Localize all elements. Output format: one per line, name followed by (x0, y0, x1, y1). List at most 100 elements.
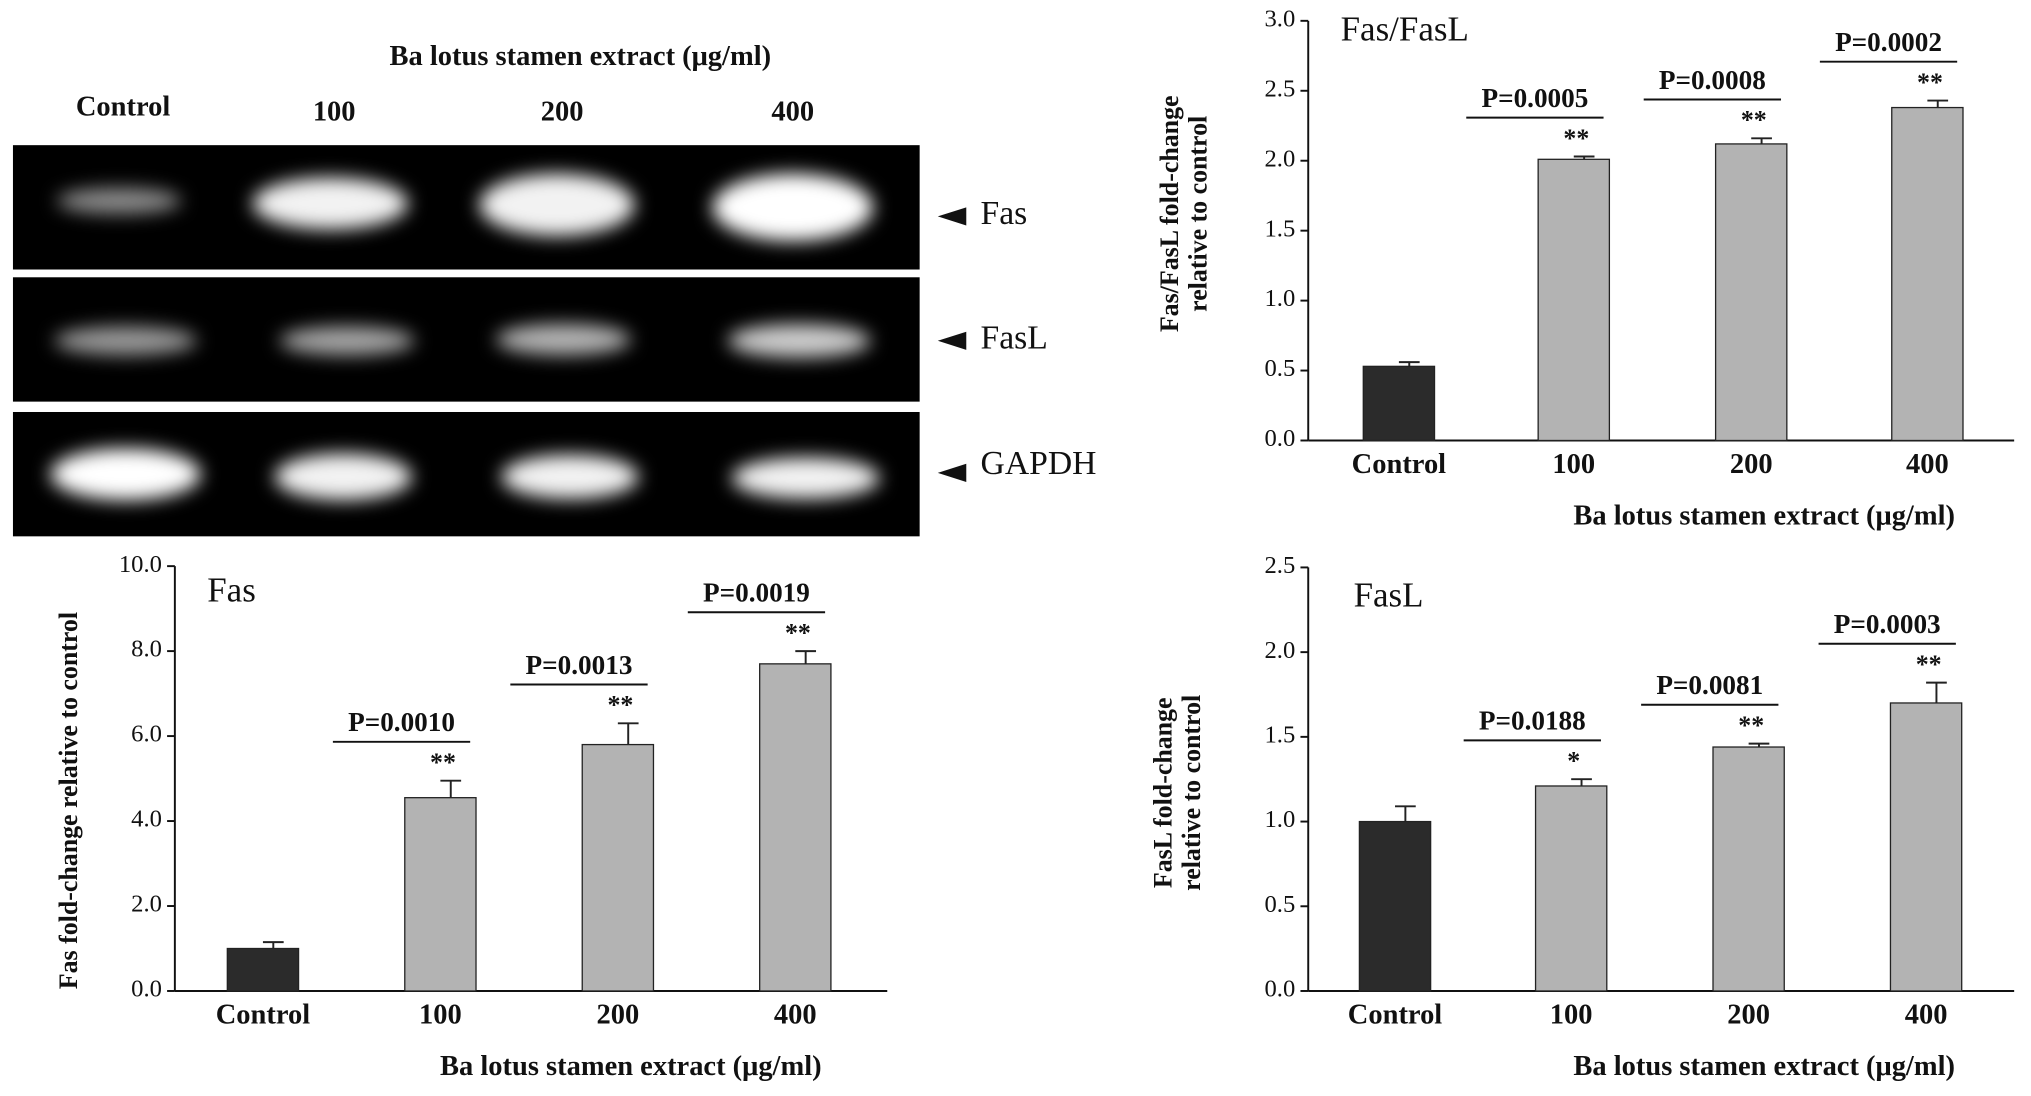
x-axis-label: Ba lotus stamen extract (μg/ml) (1573, 1051, 1955, 1082)
x-tick-label: Control (1352, 449, 1447, 480)
x-axis-label: Ba lotus stamen extract (μg/ml) (440, 1051, 822, 1082)
band-label: Fas (981, 195, 1028, 232)
y-axis-label: relative to control (1177, 695, 1206, 891)
y-tick-label: 6.0 (131, 721, 162, 748)
bar (226, 947, 300, 992)
significance: ** (1738, 711, 1764, 740)
lane-label: 400 (771, 97, 814, 128)
bar (1889, 702, 1963, 992)
p-value: P=0.0010 (348, 707, 455, 737)
x-tick-label: 100 (1550, 999, 1593, 1030)
y-tick-label: 3.0 (1265, 5, 1296, 32)
chart-title: Fas/FasL (1341, 10, 1469, 49)
bar (1891, 106, 1964, 442)
band (54, 326, 197, 356)
band-label: FasL (981, 319, 1048, 356)
p-value: P=0.0188 (1479, 706, 1586, 736)
arrowhead (937, 207, 967, 226)
band (252, 177, 409, 230)
y-tick-label: 4.0 (131, 806, 162, 833)
y-tick-label: 1.5 (1265, 721, 1296, 748)
significance: ** (1741, 106, 1767, 135)
band (479, 173, 635, 236)
bar (759, 663, 832, 992)
x-tick-label: 200 (1730, 449, 1773, 480)
band (496, 323, 631, 356)
y-tick-label: 1.0 (1265, 285, 1296, 312)
significance: ** (1917, 68, 1943, 97)
x-tick-label: 400 (1905, 999, 1948, 1030)
y-tick-label: 2.0 (1265, 145, 1296, 172)
bar (1362, 365, 1436, 442)
x-tick-label: Control (216, 999, 311, 1030)
x-tick-label: 100 (419, 999, 462, 1030)
p-value: P=0.0002 (1835, 27, 1942, 57)
y-tick-label: 2.0 (1265, 637, 1296, 664)
band (274, 453, 412, 501)
y-axis-label: Fas/FasL fold-change (1155, 95, 1184, 332)
x-tick-label: 200 (596, 999, 639, 1030)
bar-chart: FasL FasL fold-change relative to control B… (1149, 552, 2015, 1082)
y-tick-label: 0.5 (1265, 891, 1296, 918)
p-value: P=0.0005 (1481, 83, 1588, 113)
band (50, 448, 201, 501)
arrowhead (937, 331, 967, 350)
bar (404, 797, 477, 992)
band (501, 454, 639, 499)
y-axis-label: FasL fold-change (1149, 698, 1178, 889)
y-tick-label: 0.0 (1265, 976, 1296, 1003)
significance: ** (1563, 124, 1589, 153)
bar (1714, 143, 1788, 442)
lane-label: 200 (541, 97, 584, 128)
gel-title: Ba lotus stamen extract (μg/ml) (389, 41, 771, 72)
significance: ** (785, 618, 811, 647)
y-tick-label: 0.0 (1265, 425, 1296, 452)
gel-image: Ba lotus stamen extract (μg/ml) Control … (12, 41, 1097, 537)
band (712, 173, 874, 242)
y-tick-label: 0.5 (1265, 355, 1296, 382)
p-value: P=0.0019 (703, 578, 810, 608)
x-tick-label: Control (1348, 999, 1443, 1030)
y-tick-label: 10.0 (119, 551, 162, 578)
lane-label: 100 (313, 97, 356, 128)
y-tick-label: 2.0 (131, 891, 162, 918)
significance: ** (607, 691, 633, 720)
y-tick-label: 8.0 (131, 636, 162, 663)
bar (1537, 158, 1611, 442)
x-tick-label: 400 (774, 999, 817, 1030)
p-value: P=0.0013 (526, 650, 633, 680)
bands (50, 173, 880, 501)
significance: ** (1916, 650, 1942, 679)
y-axis-label: relative to control (1184, 116, 1213, 312)
y-tick-label: 1.0 (1265, 806, 1296, 833)
band (727, 323, 871, 358)
y-axis-label: Fas fold-change relative to control (54, 612, 83, 989)
significance: * (1567, 747, 1580, 776)
band-label: GAPDH (981, 445, 1097, 482)
bar-chart: Fas/FasL Fas/FasL fold-change relative to … (1155, 5, 2015, 532)
x-tick-label: 200 (1727, 999, 1770, 1030)
arrowhead (937, 463, 967, 482)
p-value: P=0.0003 (1834, 609, 1941, 639)
bar-chart: Fas Fas fold-change relative to control Ba… (54, 551, 888, 1082)
x-axis-label: Ba lotus stamen extract (μg/ml) (1573, 501, 1955, 532)
lane-label: Control (76, 91, 171, 122)
band (279, 326, 415, 356)
p-value: P=0.0008 (1659, 65, 1766, 95)
x-tick-label: 400 (1906, 449, 1949, 480)
bar (581, 743, 655, 992)
chart-title: FasL (1354, 576, 1424, 615)
band (56, 187, 182, 214)
chart-title: Fas (207, 570, 256, 609)
significance: ** (430, 748, 456, 777)
bar (1358, 820, 1432, 992)
bar (1712, 746, 1785, 992)
band (731, 457, 880, 499)
bar (1534, 785, 1608, 992)
y-tick-label: 0.0 (131, 976, 162, 1003)
p-value: P=0.0081 (1656, 670, 1763, 700)
y-tick-label: 1.5 (1265, 215, 1296, 242)
y-tick-label: 2.5 (1265, 75, 1296, 102)
